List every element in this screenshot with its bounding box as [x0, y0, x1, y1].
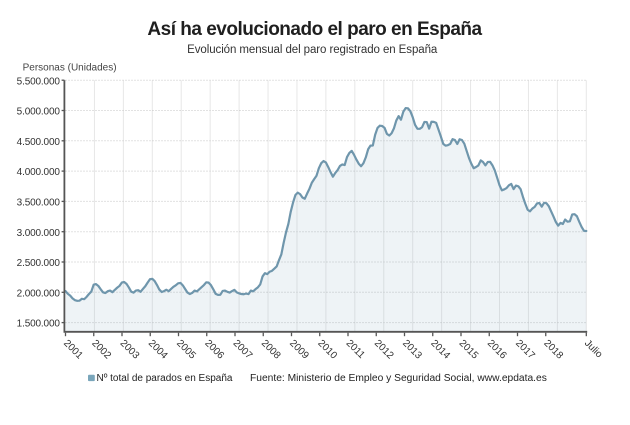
svg-text:Fuente: Ministerio de Empleo y: Fuente: Ministerio de Empleo y Seguridad…	[250, 373, 547, 384]
svg-text:5.500.000: 5.500.000	[17, 76, 61, 87]
svg-text:4.000.000: 4.000.000	[17, 167, 61, 178]
svg-text:2.500.000: 2.500.000	[17, 258, 61, 269]
svg-text:2.000.000: 2.000.000	[17, 288, 61, 299]
svg-text:Nº total de parados en España: Nº total de parados en España	[97, 373, 233, 384]
svg-text:4.500.000: 4.500.000	[17, 137, 61, 148]
svg-text:Evolución mensual del paro reg: Evolución mensual del paro registrado en…	[187, 44, 438, 56]
svg-text:Así ha evolucionado el paro en: Así ha evolucionado el paro en España	[147, 19, 482, 40]
svg-text:Personas (Unidades): Personas (Unidades)	[23, 63, 117, 74]
svg-text:5.000.000: 5.000.000	[17, 107, 61, 118]
svg-text:1.500.000: 1.500.000	[17, 319, 61, 330]
svg-text:3.500.000: 3.500.000	[17, 198, 61, 209]
svg-text:3.000.000: 3.000.000	[17, 228, 61, 239]
